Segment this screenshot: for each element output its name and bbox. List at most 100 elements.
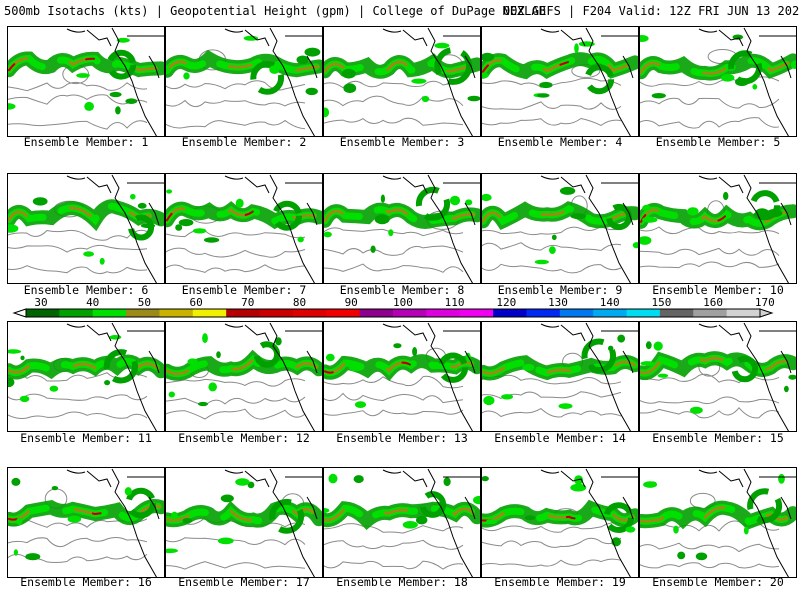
- colorbar-tick-label: 140: [599, 296, 620, 309]
- colorbar-swatch: [159, 309, 194, 317]
- coastlines: [382, 174, 481, 284]
- isotach-band: [7, 37, 165, 115]
- colorbar-swatch: [26, 309, 60, 317]
- ensemble-member-label: Ensemble Member: 15: [652, 431, 784, 445]
- colorbar-swatch: [126, 309, 160, 317]
- isotach-band: [639, 190, 797, 245]
- ensemble-map-panel: [165, 173, 323, 284]
- ensemble-map-panel: [165, 321, 323, 432]
- ensemble-map-panel: [481, 467, 639, 578]
- ensemble-map: [165, 321, 323, 432]
- isotach-band: [7, 193, 165, 265]
- ensemble-member-label: Ensemble Member: 11: [20, 431, 152, 445]
- ensemble-member-label: Ensemble Member: 7: [181, 283, 307, 297]
- ensemble-map-panel: [7, 26, 165, 137]
- ensemble-member-label: Ensemble Member: 10: [652, 283, 784, 297]
- isotach-band: [481, 475, 639, 547]
- isotach-band: [7, 477, 165, 561]
- colorbar-swatch: [59, 309, 94, 317]
- coastlines: [382, 322, 481, 432]
- ensemble-map: [323, 173, 481, 284]
- coastlines: [698, 468, 797, 578]
- colorbar-tick-label: 30: [34, 296, 48, 309]
- map-header: 500mb Isotachs (kts) | Geopotential Heig…: [0, 0, 800, 22]
- coastlines: [224, 27, 323, 137]
- ensemble-map: [639, 467, 797, 578]
- isotach-band: [165, 478, 323, 554]
- height-contours: [165, 363, 306, 420]
- ensemble-map: [165, 173, 323, 284]
- colorbar-tick-label: 160: [703, 296, 724, 309]
- ensemble-map: [639, 26, 797, 137]
- isotach-band: [165, 189, 323, 243]
- colorbar-swatch: [493, 309, 527, 317]
- isotach-band: [639, 34, 797, 99]
- colorbar-tick-label: 130: [548, 296, 568, 309]
- coastlines: [698, 27, 797, 137]
- colorbar-swatch: [426, 309, 461, 317]
- coastlines: [540, 174, 639, 284]
- isotach-band: [481, 334, 639, 409]
- coastlines: [66, 468, 165, 578]
- ensemble-member-label: Ensemble Member: 6: [23, 283, 149, 297]
- colorbar-swatch: [92, 309, 127, 317]
- ensemble-map: [323, 467, 481, 578]
- ensemble-map-panel: [639, 26, 797, 137]
- coastlines: [382, 468, 481, 578]
- colorbar-tick-label: 120: [496, 296, 517, 309]
- ensemble-map-panel: [323, 26, 481, 137]
- ensemble-map-panel: [481, 26, 639, 137]
- ensemble-member-label: Ensemble Member: 16: [20, 575, 152, 589]
- coastlines: [66, 27, 165, 137]
- isotach-band: [323, 42, 481, 118]
- ensemble-map: [323, 321, 481, 432]
- ensemble-map-panel: [7, 467, 165, 578]
- map-title: 500mb Isotachs (kts) | Geopotential Heig…: [4, 4, 546, 18]
- ensemble-member-label: Ensemble Member: 3: [339, 135, 465, 149]
- coastlines: [540, 27, 639, 137]
- ensemble-map: [165, 26, 323, 137]
- ensemble-map-panel: [639, 467, 797, 578]
- ensemble-map-panel: [165, 467, 323, 578]
- ensemble-member-label: Ensemble Member: 8: [339, 283, 465, 297]
- ensemble-member-label: Ensemble Member: 18: [336, 575, 468, 589]
- ensemble-member-label: Ensemble Member: 5: [655, 135, 781, 149]
- colorbar-tick-label: 100: [392, 296, 413, 309]
- ensemble-map: [7, 467, 165, 578]
- ensemble-map-panel: [639, 321, 797, 432]
- isotach-band: [165, 333, 323, 407]
- model-run-info: 00Z GEFS | F204 Valid: 12Z FRI JUN 13 20…: [503, 4, 800, 18]
- colorbar-tick-label: 150: [651, 296, 672, 309]
- height-contours: [323, 347, 464, 417]
- colorbar-tick-label: 50: [137, 296, 152, 309]
- isotach-band: [323, 186, 481, 253]
- colorbar-swatches: [12, 308, 774, 318]
- height-contours: [165, 49, 306, 130]
- ensemble-map: [7, 26, 165, 137]
- colorbar-swatch: [693, 309, 728, 317]
- colorbar-tick-label: 90: [344, 296, 358, 309]
- colorbar-swatch: [226, 309, 261, 317]
- colorbar-swatch: [393, 309, 427, 317]
- coastlines: [698, 174, 797, 284]
- colorbar-swatch: [459, 309, 494, 317]
- colorbar-swatch: [259, 309, 294, 317]
- colorbar-tick-label: 170: [754, 296, 775, 309]
- coastlines: [66, 322, 165, 432]
- colorbar-tick-label: 70: [241, 296, 255, 309]
- colorbar-swatch: [292, 309, 327, 317]
- height-contours: [639, 357, 780, 419]
- ensemble-map: [481, 173, 639, 284]
- ensemble-map: [481, 26, 639, 137]
- colorbar-swatch: [593, 309, 628, 317]
- ensemble-member-label: Ensemble Member: 19: [494, 575, 626, 589]
- colorbar-tick-label: 110: [444, 296, 465, 309]
- coastlines: [540, 322, 639, 432]
- coastlines: [698, 322, 797, 432]
- ensemble-map-panel: [639, 173, 797, 284]
- ensemble-map: [481, 467, 639, 578]
- isotach-band: [165, 35, 323, 96]
- ensemble-map-panel: [7, 321, 165, 432]
- height-contours: [639, 200, 780, 269]
- isotach-band: [639, 473, 797, 561]
